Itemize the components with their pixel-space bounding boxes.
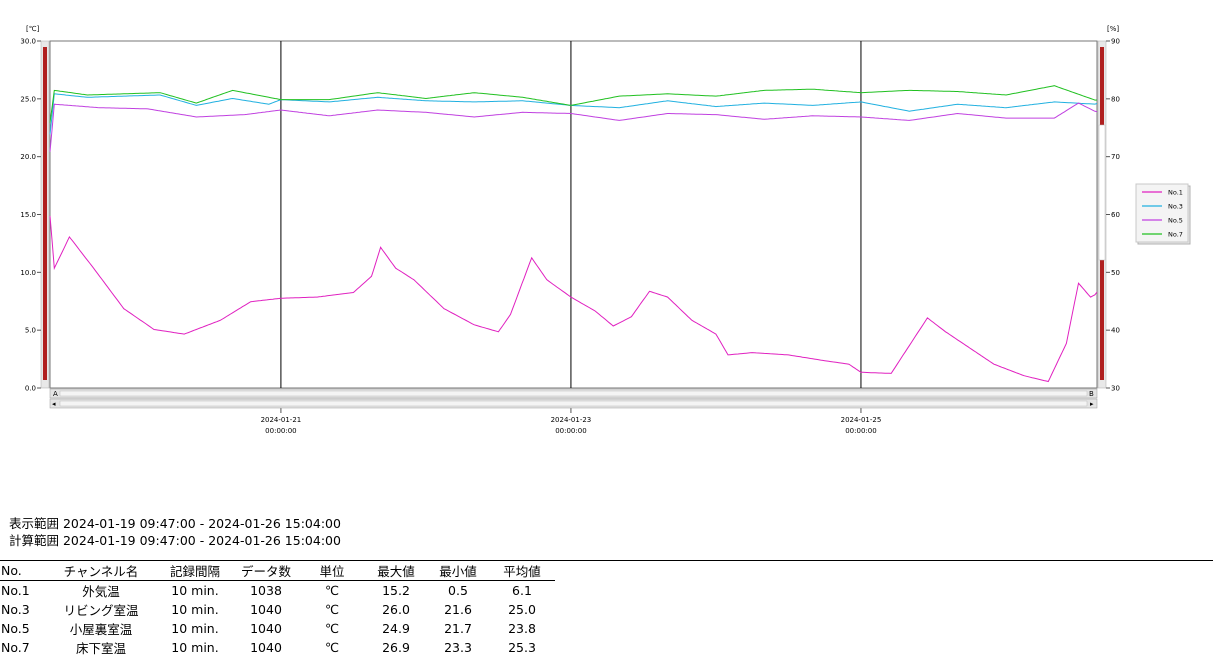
legend-box bbox=[1135, 183, 1189, 243]
cell-max: 26.0 bbox=[382, 602, 410, 617]
cell-no: No.1 bbox=[1, 583, 30, 598]
y-left-tick-label: 0.0 bbox=[25, 385, 36, 393]
cell-max: 15.2 bbox=[382, 583, 410, 598]
cell-no: No.3 bbox=[1, 602, 30, 617]
legend-label: No.7 bbox=[1168, 231, 1183, 239]
cell-unit: ℃ bbox=[324, 602, 340, 617]
y-right-tick-label: 50 bbox=[1111, 269, 1120, 277]
cell-no: No.5 bbox=[1, 621, 30, 636]
cell-avg: 23.8 bbox=[508, 621, 536, 636]
y-right-tick-label: 80 bbox=[1111, 95, 1120, 103]
cell-count: 1040 bbox=[250, 621, 282, 636]
cell-channel: 床下室温 bbox=[75, 641, 126, 656]
cell-count: 1040 bbox=[250, 602, 282, 617]
x-tick-time-label: 00:00:00 bbox=[555, 427, 586, 435]
table-row: No.5 小屋裏室温 10 min. 1040 ℃ 24.9 21.7 23.8 bbox=[0, 619, 555, 638]
x-tick-date-label: 2024-01-23 bbox=[551, 416, 592, 424]
cell-min: 21.7 bbox=[444, 621, 472, 636]
scroll-right-arrow-icon: ▸ bbox=[1090, 400, 1094, 408]
legend-label: No.5 bbox=[1168, 217, 1183, 225]
y-right-tick-label: 70 bbox=[1111, 153, 1120, 161]
table-row: No.3 リビング室温 10 min. 1040 ℃ 26.0 21.6 25.… bbox=[0, 600, 555, 619]
table-header-row: No. チャンネル名 記録間隔 データ数 単位 最大値 最小値 平均値 bbox=[0, 560, 555, 581]
cell-interval: 10 min. bbox=[171, 602, 219, 617]
series-line-no5 bbox=[49, 102, 1098, 152]
cell-interval: 10 min. bbox=[171, 621, 219, 636]
table-row: No.7 床下室温 10 min. 1040 ℃ 26.9 23.3 25.3 bbox=[0, 638, 555, 657]
col-header-channel: チャンネル名 bbox=[45, 560, 157, 581]
plot-area bbox=[49, 40, 1098, 389]
legend-label: No.3 bbox=[1168, 203, 1183, 211]
y-left-tick-label: 30.0 bbox=[20, 38, 36, 46]
y-right-tick-label: 30 bbox=[1111, 385, 1120, 393]
cell-avg: 25.3 bbox=[508, 640, 536, 655]
cell-max: 26.9 bbox=[382, 640, 410, 655]
cell-channel: リビング室温 bbox=[63, 603, 139, 618]
left-scroll-thumb[interactable] bbox=[43, 47, 47, 380]
col-header-max: 最大値 bbox=[365, 560, 427, 581]
line-chart: [℃] 30.0 25.0 20.0 15.0 10.0 5.0 0.0 [%] 90 80 70 60… bbox=[20, 25, 1191, 435]
calc-range-text: 計算範囲 2024-01-19 09:47:00 - 2024-01-26 15… bbox=[9, 533, 341, 548]
x-tick-date-label: 2024-01-25 bbox=[841, 416, 882, 424]
col-header-interval: 記録間隔 bbox=[157, 560, 233, 581]
legend-label: No.1 bbox=[1168, 189, 1183, 197]
cell-unit: ℃ bbox=[324, 583, 340, 598]
cell-channel: 外気温 bbox=[82, 584, 120, 599]
x-tick-date-label: 2024-01-21 bbox=[261, 416, 302, 424]
horizontal-scroll-thumb[interactable] bbox=[59, 400, 1088, 407]
scroll-right-marker: B bbox=[1089, 390, 1094, 398]
y-left-tick-label: 5.0 bbox=[25, 327, 36, 335]
col-header-no: No. bbox=[0, 560, 45, 581]
cell-channel: 小屋裏室温 bbox=[69, 622, 133, 637]
table-top-rule bbox=[0, 560, 1213, 561]
cell-count: 1040 bbox=[250, 640, 282, 655]
cell-no: No.7 bbox=[1, 640, 30, 655]
y-left-tick-label: 20.0 bbox=[20, 153, 36, 161]
y-right-tick-label: 40 bbox=[1111, 327, 1120, 335]
cell-interval: 10 min. bbox=[171, 640, 219, 655]
horizontal-scroll-thumb[interactable] bbox=[59, 390, 1088, 397]
series-line-no1 bbox=[49, 216, 1098, 383]
stats-table-container: No. チャンネル名 記録間隔 データ数 単位 最大値 最小値 平均値 No.1… bbox=[0, 560, 1213, 657]
y-right-tick-label: 90 bbox=[1111, 38, 1120, 46]
col-header-avg: 平均値 bbox=[489, 560, 555, 581]
display-range-text: 表示範囲 2024-01-19 09:47:00 - 2024-01-26 15… bbox=[9, 516, 341, 531]
cell-interval: 10 min. bbox=[171, 583, 219, 598]
cell-min: 23.3 bbox=[444, 640, 472, 655]
x-tick-time-label: 00:00:00 bbox=[845, 427, 876, 435]
table-row: No.1 外気温 10 min. 1038 ℃ 15.2 0.5 6.1 bbox=[0, 581, 555, 601]
series-line-no7 bbox=[49, 85, 1098, 123]
y-right-tick-label: 60 bbox=[1111, 211, 1120, 219]
y-left-tick-label: 10.0 bbox=[20, 269, 36, 277]
col-header-count: データ数 bbox=[233, 560, 299, 581]
cell-min: 0.5 bbox=[448, 583, 468, 598]
stats-table: No. チャンネル名 記録間隔 データ数 単位 最大値 最小値 平均値 No.1… bbox=[0, 560, 555, 657]
scroll-left-marker: A bbox=[53, 390, 58, 398]
cell-min: 21.6 bbox=[444, 602, 472, 617]
cell-max: 24.9 bbox=[382, 621, 410, 636]
cell-unit: ℃ bbox=[324, 640, 340, 655]
cell-avg: 6.1 bbox=[512, 583, 532, 598]
cell-count: 1038 bbox=[250, 583, 282, 598]
y-left-tick-label: 15.0 bbox=[20, 211, 36, 219]
y-left-tick-label: 25.0 bbox=[20, 95, 36, 103]
col-header-unit: 単位 bbox=[299, 560, 365, 581]
y-left-unit-label: [℃] bbox=[26, 25, 40, 33]
scroll-left-arrow-icon: ◂ bbox=[52, 400, 56, 408]
y-right-unit-label: [%] bbox=[1107, 25, 1119, 33]
cell-avg: 25.0 bbox=[508, 602, 536, 617]
col-header-min: 最小値 bbox=[427, 560, 489, 581]
right-scroll-window[interactable] bbox=[1098, 124, 1106, 261]
x-tick-time-label: 00:00:00 bbox=[265, 427, 296, 435]
cell-unit: ℃ bbox=[324, 621, 340, 636]
